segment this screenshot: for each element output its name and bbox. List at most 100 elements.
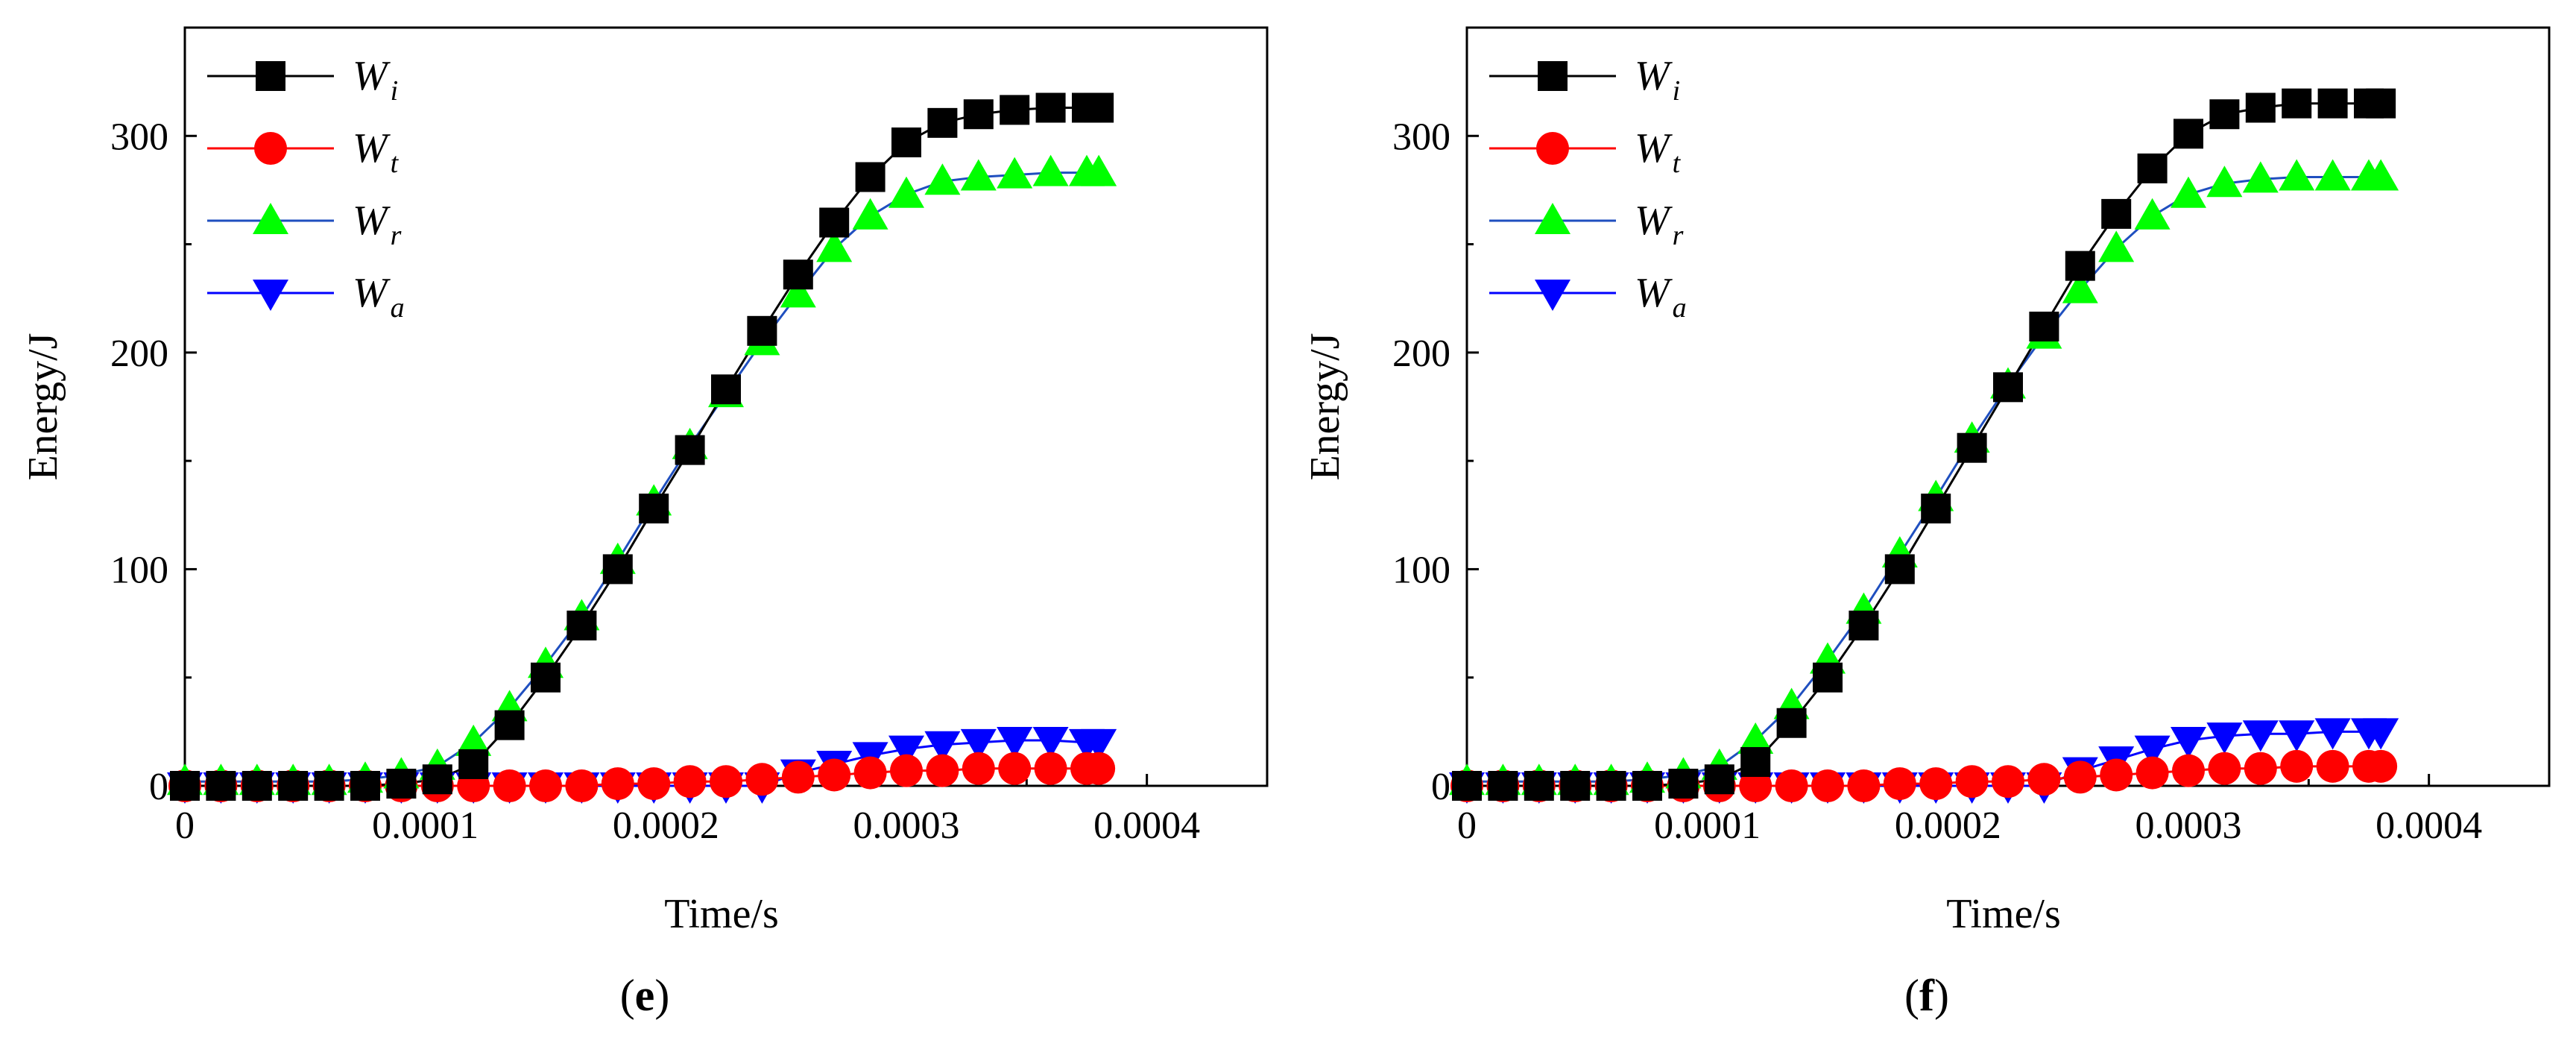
data-point-t <box>2244 752 2277 785</box>
legend-marker-r <box>253 203 288 234</box>
data-point-i <box>458 749 489 779</box>
data-point-i <box>566 610 597 640</box>
data-point-t <box>565 769 599 802</box>
data-point-r <box>2279 159 2315 191</box>
data-point-t <box>2100 758 2133 792</box>
data-point-i <box>1596 771 1626 801</box>
data-point-a <box>2314 718 2351 750</box>
legend-marker-r <box>1535 203 1570 234</box>
data-point-i <box>1993 372 2023 403</box>
y-tick-label: 300 <box>1392 116 1450 158</box>
data-point-i <box>855 162 886 192</box>
x-tick-label: 0.0002 <box>1895 804 2001 847</box>
data-point-t <box>1955 765 1989 799</box>
data-point-i <box>1957 432 1987 463</box>
data-point-i <box>2029 311 2059 341</box>
data-point-i <box>927 107 958 138</box>
data-point-i <box>1524 771 1554 801</box>
series-Wi <box>1467 102 2381 787</box>
data-point-r <box>2062 271 2098 303</box>
data-point-r <box>1737 722 1774 754</box>
data-point-i <box>2282 88 2312 119</box>
legend-marker-i <box>256 61 285 91</box>
data-point-i <box>206 771 236 801</box>
data-point-r <box>2171 176 2206 208</box>
data-point-i <box>1849 610 1879 640</box>
y-tick-label: 200 <box>1392 333 1450 375</box>
data-point-i <box>963 99 994 130</box>
legend-marker-i <box>1538 61 1568 91</box>
data-point-i <box>1000 95 1030 125</box>
x-tick-label: 0.0001 <box>1654 804 1761 847</box>
data-point-i <box>711 374 741 405</box>
data-point-r <box>2098 230 2135 262</box>
data-point-t <box>637 767 671 801</box>
data-point-i <box>1776 708 1807 738</box>
data-point-t <box>1739 769 1772 802</box>
legend-marker-a <box>253 280 288 311</box>
series-line-i <box>1467 102 2381 787</box>
data-point-i <box>278 771 309 801</box>
data-point-i <box>1084 92 1114 123</box>
data-point-i <box>2065 251 2095 281</box>
x-tick-label: 0.0003 <box>853 804 960 847</box>
markers-Wr <box>1449 159 2399 796</box>
data-point-t <box>2364 749 2398 783</box>
data-point-i <box>1560 771 1591 801</box>
data-point-i <box>2137 153 2168 183</box>
data-point-r <box>1081 154 1117 186</box>
data-point-t <box>2027 763 2061 796</box>
data-point-r <box>455 724 492 756</box>
data-point-r <box>960 159 997 191</box>
data-point-i <box>602 554 633 585</box>
data-point-a <box>2279 720 2315 752</box>
data-point-r <box>2134 198 2171 230</box>
data-point-r <box>852 198 888 230</box>
data-point-i <box>2317 88 2348 119</box>
data-point-a <box>2171 726 2206 758</box>
data-point-t <box>1775 769 1808 802</box>
data-point-r <box>888 176 924 208</box>
y-tick-label: 300 <box>110 116 168 158</box>
y-tick-label: 100 <box>1392 549 1450 591</box>
data-point-i <box>639 494 669 524</box>
data-point-t <box>1992 765 2024 799</box>
x-tick-label: 0 <box>1457 804 1477 847</box>
data-point-t <box>1034 752 1067 785</box>
data-point-r <box>924 163 961 195</box>
data-point-r <box>2242 161 2279 193</box>
x-tick-label: 0.0003 <box>2135 804 2242 847</box>
data-point-t <box>926 754 959 787</box>
data-point-i <box>1813 662 1843 693</box>
data-point-i <box>1488 771 1518 801</box>
plot-frame <box>1465 26 2551 787</box>
y-tick-label: 0 <box>149 766 168 808</box>
data-point-t <box>853 756 887 790</box>
data-point-i <box>1884 554 1915 585</box>
x-tick-label: 0 <box>175 804 195 847</box>
data-point-r <box>997 157 1033 189</box>
data-point-i <box>242 771 272 801</box>
data-point-t <box>2063 760 2097 794</box>
data-point-t <box>2135 756 2169 790</box>
data-point-a <box>960 728 997 760</box>
data-point-i <box>2366 88 2396 119</box>
data-point-t <box>1082 752 1116 785</box>
data-point-t <box>1847 769 1881 802</box>
data-point-a <box>2363 718 2399 750</box>
data-point-i <box>891 127 921 158</box>
data-point-t <box>818 758 851 792</box>
x-tick-label: 0.0001 <box>372 804 479 847</box>
data-point-t <box>529 769 562 802</box>
data-point-i <box>2209 99 2240 130</box>
y-axis-title: Energy/J <box>20 333 66 480</box>
data-point-i <box>1704 764 1734 795</box>
x-axis-title: Time/s <box>664 891 779 937</box>
